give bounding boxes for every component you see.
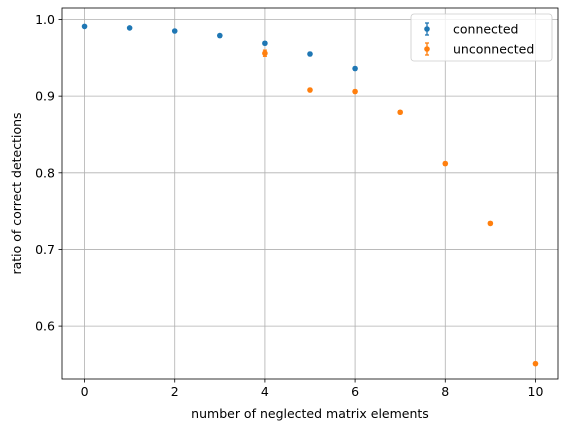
data-point: [352, 88, 358, 95]
data-point: [81, 23, 88, 30]
y-axis-label: ratio of correct detections: [9, 112, 24, 274]
x-tick-label: 6: [351, 384, 359, 399]
x-tick-label: 2: [171, 384, 179, 399]
y-tick-label: 1.0: [35, 12, 55, 27]
data-point: [217, 32, 223, 39]
data-point: [126, 25, 133, 31]
y-tick-label: 0.9: [35, 89, 55, 104]
data-point: [532, 360, 539, 367]
x-tick-label: 8: [441, 384, 449, 399]
grid: [62, 8, 558, 379]
x-tick-label: 0: [81, 384, 89, 399]
x-axis-label: number of neglected matrix elements: [191, 406, 429, 421]
plot-frame: [61, 7, 559, 380]
legend-marker: [424, 26, 430, 32]
data-point: [442, 160, 449, 167]
legend-label: unconnected: [453, 42, 534, 57]
y-tick-label: 0.7: [35, 242, 55, 257]
series-connected: [81, 23, 358, 72]
data-point: [171, 28, 178, 34]
data-point: [352, 65, 358, 72]
legend-item-unconnected: unconnected: [424, 42, 534, 57]
legend-box: [410, 13, 553, 62]
x-tick-label: 10: [528, 384, 544, 399]
data-point: [307, 51, 313, 57]
data-point: [262, 50, 268, 57]
legend-label: connected: [453, 22, 518, 37]
x-tick-label: 4: [261, 384, 269, 399]
axis-ticks: 0 2 4 6 8 10 0.6 0.7 0.8 0.9 1.0: [35, 12, 543, 399]
legend: connected unconnected: [410, 13, 553, 62]
series-unconnected: [262, 49, 539, 367]
data-series: [81, 23, 539, 367]
data-point: [487, 220, 494, 227]
legend-marker: [424, 46, 430, 52]
y-tick-label: 0.8: [35, 165, 55, 180]
legend-item-connected: connected: [424, 22, 518, 37]
data-point: [307, 87, 313, 93]
data-point: [262, 40, 268, 47]
data-point: [397, 109, 403, 116]
y-tick-label: 0.6: [35, 319, 55, 334]
